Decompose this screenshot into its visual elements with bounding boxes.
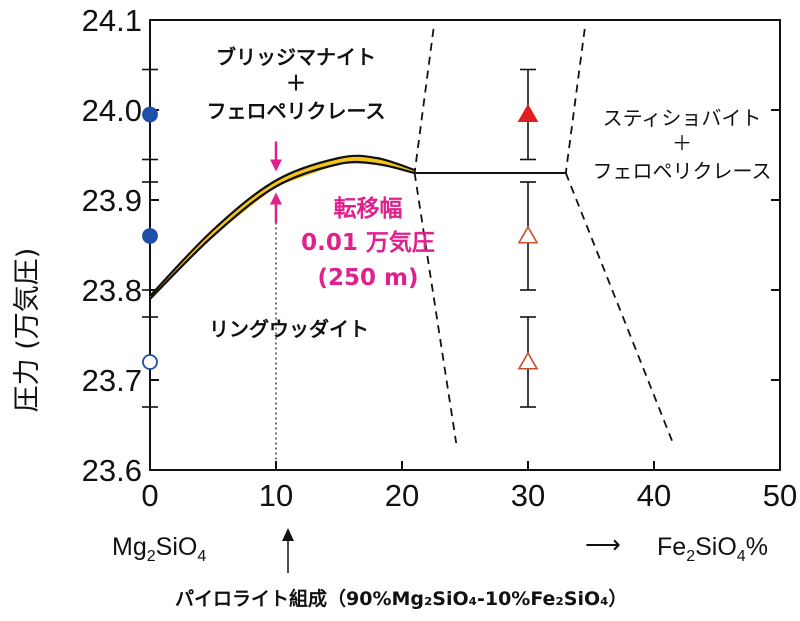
x-tick-label: 40 (637, 478, 671, 513)
dashed-boundary (413, 172, 458, 444)
label-plus-left: ＋ (286, 71, 306, 95)
fe-text: Fe (657, 533, 686, 561)
y-tick-label: 23.8 (82, 273, 142, 308)
data-point-circle (142, 354, 158, 370)
data-point-triangle (517, 351, 539, 370)
y-tick-label: 23.9 (82, 183, 142, 218)
pyrolite-arrow-head (282, 528, 294, 541)
x-tick-label: 10 (259, 478, 293, 513)
fe-sio: SiO (695, 533, 737, 561)
x-tick-label: 30 (511, 478, 545, 513)
x-tick-label: 50 (763, 478, 797, 513)
data-point-triangle (517, 103, 539, 123)
dashed-boundary (564, 172, 674, 444)
mg-sub4: 4 (197, 548, 206, 565)
label-fe2sio4-percent: Fe2SiO4% (657, 533, 768, 565)
y-axis-label: 圧力 (万気圧) (12, 248, 43, 413)
label-ferropericlase-right: フェロペリクレース (593, 159, 772, 183)
label-arrow-right: ⟶ (585, 531, 621, 559)
label-mg2sio4: Mg2SiO4 (112, 533, 206, 565)
transition-arrow-up-head (270, 192, 282, 205)
data-point-triangle (517, 225, 539, 244)
y-tick-label: 23.6 (82, 453, 142, 488)
mg-text: Mg (112, 533, 147, 561)
tick-layer: 0 10 20 30 40 50 23.6 23.7 23.8 23.9 24.0 24.1 (82, 3, 798, 513)
boundary-curve-upper (149, 154, 415, 297)
x-tick-label: 0 (141, 478, 158, 513)
mg-sub2: 2 (147, 548, 156, 565)
fe-sub2: 2 (686, 548, 695, 565)
y-tick-label: 24.1 (82, 3, 142, 38)
label-ringwoodite: リングウッダイト (209, 317, 369, 341)
y-tick-label: 23.7 (82, 363, 142, 398)
label-pyrolite-composition: パイロライト組成（90%Mg₂SiO₄-10%Fe₂SiO₄） (175, 587, 627, 610)
dashed-boundary (413, 28, 435, 174)
label-transition-width: 転移幅 (334, 196, 403, 222)
label-transition-value: 0.01 万気圧 (301, 229, 435, 256)
label-stishovite: スティショバイト (603, 106, 762, 130)
fe-sub4: 4 (737, 548, 746, 565)
data-point-circle (142, 106, 158, 123)
dashed-boundary (564, 28, 586, 174)
label-ferropericlase-left: フェロペリクレース (207, 99, 386, 123)
label-bridgmanite: ブリッジマナイト (216, 45, 376, 69)
plot-frame (149, 19, 781, 471)
fe-pct: % (746, 533, 768, 561)
x-tick-label: 20 (385, 478, 419, 513)
label-plus-right: ＋ (672, 131, 692, 155)
y-tick-label: 24.0 (82, 93, 142, 128)
mg-sio: SiO (156, 533, 198, 561)
transition-arrow-down-head (270, 159, 282, 172)
data-points-layer (142, 68, 539, 408)
data-point-circle (142, 228, 158, 244)
label-transition-depth: (250 m) (317, 265, 418, 291)
boundary-curve-layer (149, 28, 674, 470)
boundary-curve-lower (149, 160, 415, 300)
